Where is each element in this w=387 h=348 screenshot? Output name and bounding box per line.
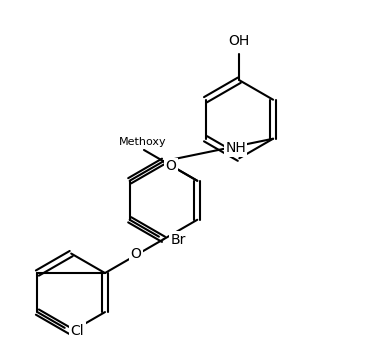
Text: Cl: Cl (71, 324, 84, 338)
Text: NH: NH (225, 142, 246, 156)
Text: OH: OH (229, 34, 250, 48)
Text: O: O (166, 159, 176, 174)
Text: O: O (130, 246, 141, 261)
Text: Methoxy: Methoxy (119, 137, 166, 147)
Text: Br: Br (170, 233, 185, 247)
